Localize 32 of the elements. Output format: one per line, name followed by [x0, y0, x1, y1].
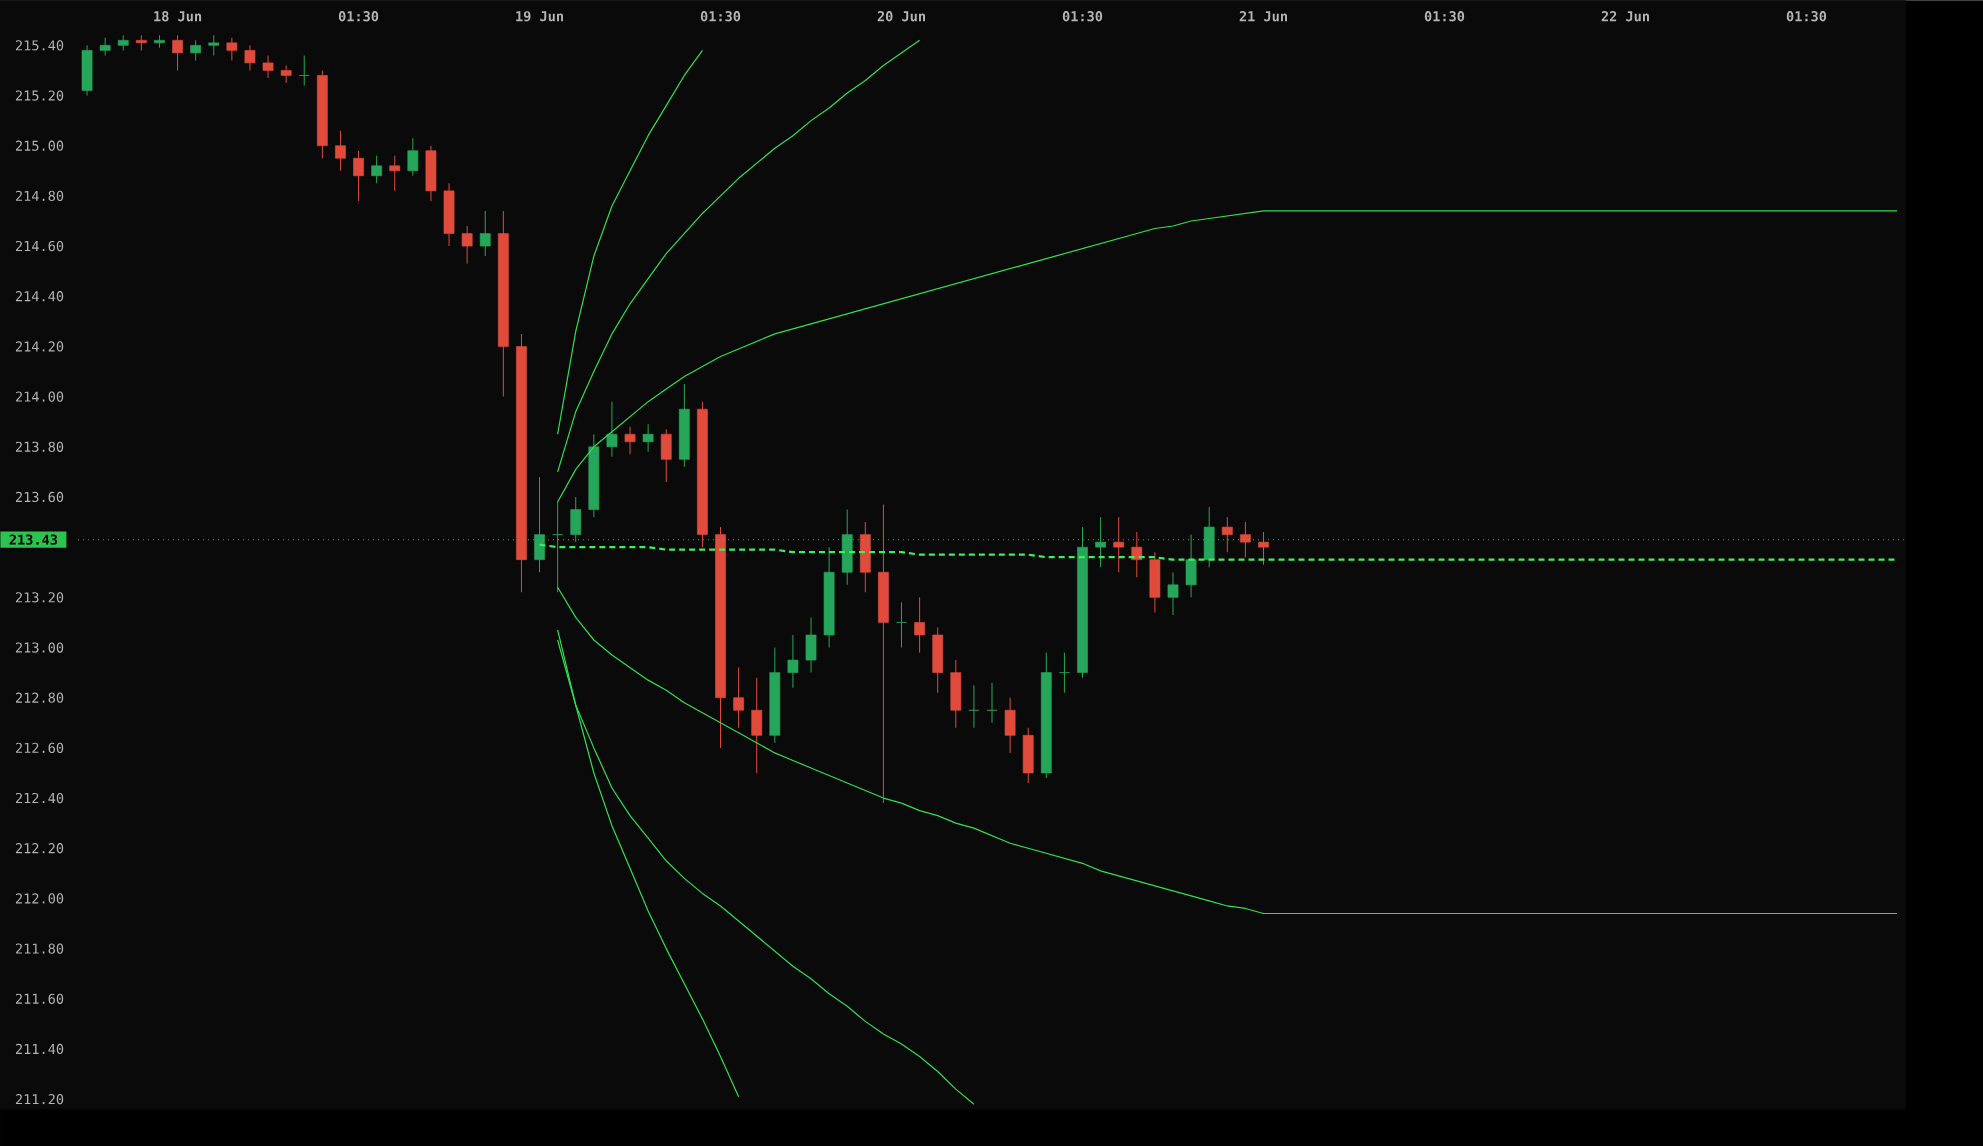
- y-tick-label: 215.00: [15, 140, 64, 151]
- y-tick-label: 214.60: [15, 240, 64, 252]
- y-tick-label: 214.40: [15, 291, 64, 302]
- y-tick-label: 211.60: [15, 993, 64, 1004]
- y-tick-label: 212.20: [15, 843, 64, 854]
- y-tick-label: 212.80: [15, 692, 64, 703]
- y-tick-label: 214.00: [15, 391, 64, 402]
- x-tick-label: 01:30: [338, 11, 379, 22]
- y-tick-label: 212.00: [15, 893, 64, 904]
- y-tick-label: 215.40: [15, 40, 64, 51]
- y-tick-label: 212.40: [15, 792, 64, 804]
- x-tick-label: 22 Jun: [1601, 11, 1649, 22]
- y-tick-label: 214.80: [15, 190, 64, 201]
- x-tick-label: 01:30: [1062, 11, 1103, 22]
- x-tick-label: 01:30: [1424, 11, 1465, 22]
- x-tick-label: 01:30: [700, 11, 741, 22]
- x-tick-label: 20 Jun: [877, 11, 925, 22]
- x-tick-label: 21 Jun: [1239, 11, 1287, 22]
- y-tick-label: 213.60: [15, 491, 64, 503]
- x-tick-label: 18 Jun: [154, 11, 202, 22]
- x-tick-label: 19 Jun: [516, 11, 564, 22]
- x-tick-label: 01:30: [1786, 11, 1827, 22]
- y-tick-label: 211.40: [15, 1043, 64, 1055]
- y-tick-label: 212.60: [15, 742, 64, 753]
- y-tick-label: 211.80: [15, 943, 64, 954]
- ref-line-label: 213.43: [9, 534, 58, 545]
- y-tick-label: 213.00: [15, 642, 64, 653]
- y-tick-label: 213.80: [15, 441, 64, 452]
- y-tick-label: 211.20: [15, 1093, 64, 1105]
- y-tick-label: 213.20: [15, 592, 64, 603]
- y-tick-label: 214.20: [15, 341, 64, 352]
- y-tick-label: 215.20: [15, 90, 64, 101]
